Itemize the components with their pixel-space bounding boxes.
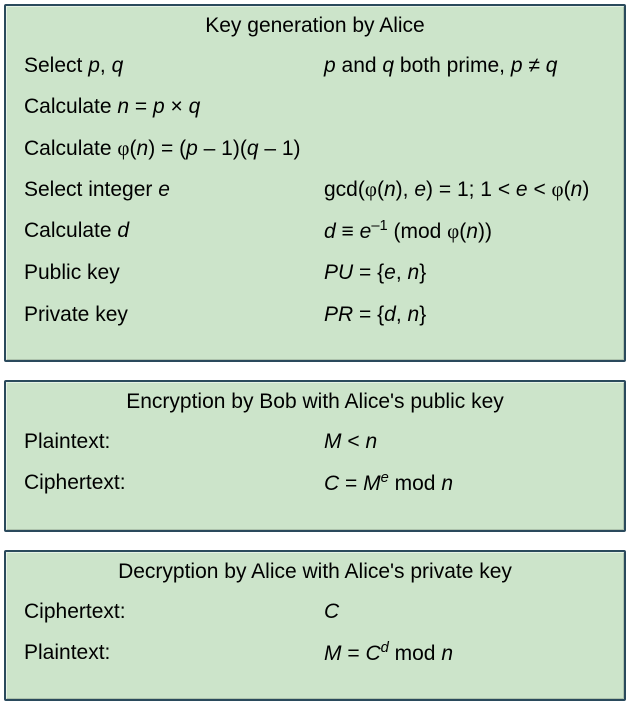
algorithm-row: Public keyPU = {e, n} xyxy=(24,259,606,286)
decryption-title: Decryption by Alice with Alice's private… xyxy=(24,560,606,584)
row-left: Public key xyxy=(24,259,324,286)
row-right: PU = {e, n} xyxy=(324,259,606,286)
row-left: Plaintext: xyxy=(24,428,324,455)
row-right: M = Cd mod n xyxy=(324,639,606,667)
row-right: C = Me mod n xyxy=(324,469,606,497)
keygen-panel: Key generation by Alice Select p, qp and… xyxy=(4,4,626,362)
row-left: Ciphertext: xyxy=(24,469,324,497)
algorithm-row: Calculate n = p × q xyxy=(24,93,606,120)
algorithm-row: Calculate φ(n) = (p – 1)(q – 1) xyxy=(24,135,606,162)
row-left: Select p, q xyxy=(24,52,324,79)
row-left: Plaintext: xyxy=(24,639,324,667)
row-right: C xyxy=(324,598,606,625)
row-left: Calculate d xyxy=(24,217,324,245)
row-right: M < n xyxy=(324,428,606,455)
row-left: Calculate φ(n) = (p – 1)(q – 1) xyxy=(24,135,324,162)
row-right: p and q both prime, p ≠ q xyxy=(324,52,606,79)
row-right: gcd(φ(n), e) = 1; 1 < e < φ(n) xyxy=(324,176,606,203)
encryption-panel: Encryption by Bob with Alice's public ke… xyxy=(4,380,626,532)
decryption-panel: Decryption by Alice with Alice's private… xyxy=(4,550,626,702)
row-left: Ciphertext: xyxy=(24,598,324,625)
row-right xyxy=(324,93,606,120)
algorithm-row: Private keyPR = {d, n} xyxy=(24,301,606,328)
encryption-title: Encryption by Bob with Alice's public ke… xyxy=(24,390,606,414)
keygen-rows: Select p, qp and q both prime, p ≠ qCalc… xyxy=(24,52,606,328)
row-right xyxy=(324,135,606,162)
encryption-rows: Plaintext:M < nCiphertext:C = Me mod n xyxy=(24,428,606,498)
row-right: PR = {d, n} xyxy=(324,301,606,328)
decryption-rows: Ciphertext:CPlaintext:M = Cd mod n xyxy=(24,598,606,668)
row-right: d ≡ e–1 (mod φ(n)) xyxy=(324,217,606,245)
algorithm-row: Select integer egcd(φ(n), e) = 1; 1 < e … xyxy=(24,176,606,203)
algorithm-row: Ciphertext:C = Me mod n xyxy=(24,469,606,497)
row-left: Calculate n = p × q xyxy=(24,93,324,120)
algorithm-row: Calculate dd ≡ e–1 (mod φ(n)) xyxy=(24,217,606,245)
row-left: Private key xyxy=(24,301,324,328)
algorithm-row: Plaintext:M = Cd mod n xyxy=(24,639,606,667)
algorithm-row: Ciphertext:C xyxy=(24,598,606,625)
algorithm-row: Select p, qp and q both prime, p ≠ q xyxy=(24,52,606,79)
algorithm-row: Plaintext:M < n xyxy=(24,428,606,455)
row-left: Select integer e xyxy=(24,176,324,203)
keygen-title: Key generation by Alice xyxy=(24,14,606,38)
